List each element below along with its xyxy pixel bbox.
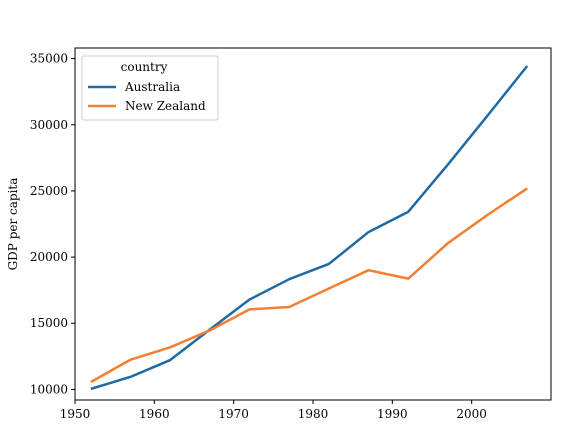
legend-title: country (121, 60, 168, 74)
y-tick-label-10000: 10000 (30, 382, 68, 396)
plot-lines (90, 65, 529, 391)
y-tick-label-25000: 25000 (30, 184, 68, 198)
y-tick-label-35000: 35000 (30, 52, 68, 66)
x-tick-label-1990: 1990 (377, 407, 408, 421)
x-tick-label-1950: 1950 (60, 407, 91, 421)
plot-frame (74, 47, 552, 401)
y-tick-label-30000: 30000 (30, 118, 68, 132)
y-tick-label-15000: 15000 (30, 316, 68, 330)
x-tick-label-1980: 1980 (298, 407, 329, 421)
y-axis-ticks: 10000 15000 20000 25000 30000 35000 (30, 52, 75, 396)
y-axis-label: GDP per capita (6, 178, 20, 271)
series-line-new-zealand (90, 187, 528, 384)
series-line-australia (90, 65, 529, 391)
legend-label-new-zealand: New Zealand (125, 99, 206, 113)
x-tick-label-1960: 1960 (139, 407, 170, 421)
x-tick-label-2000: 2000 (456, 407, 487, 421)
x-axis-ticks: 1950 1960 1970 1980 1990 2000 (60, 400, 487, 421)
legend-label-australia: Australia (124, 80, 180, 94)
y-tick-label-20000: 20000 (30, 250, 68, 264)
legend-box (81, 55, 219, 121)
x-tick-label-1970: 1970 (218, 407, 249, 421)
legend: country Australia New Zealand (81, 55, 219, 121)
